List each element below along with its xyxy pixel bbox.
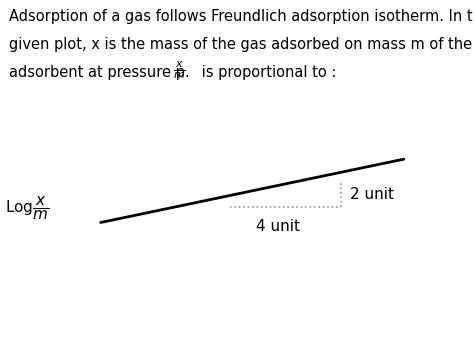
Text: 2 unit: 2 unit bbox=[350, 187, 394, 202]
Text: is proportional to :: is proportional to : bbox=[197, 65, 336, 80]
Text: adsorbent at pressure p.: adsorbent at pressure p. bbox=[9, 65, 195, 80]
Text: $\mathrm{Log}\dfrac{x}{m}$: $\mathrm{Log}\dfrac{x}{m}$ bbox=[5, 196, 49, 222]
Text: Adsorption of a gas follows Freundlich adsorption isotherm. In the: Adsorption of a gas follows Freundlich a… bbox=[9, 9, 474, 24]
Text: $\frac{x}{m}$: $\frac{x}{m}$ bbox=[173, 59, 186, 81]
Text: given plot, x is the mass of the gas adsorbed on mass m of the: given plot, x is the mass of the gas ads… bbox=[9, 37, 473, 52]
Text: 4 unit: 4 unit bbox=[256, 218, 300, 233]
